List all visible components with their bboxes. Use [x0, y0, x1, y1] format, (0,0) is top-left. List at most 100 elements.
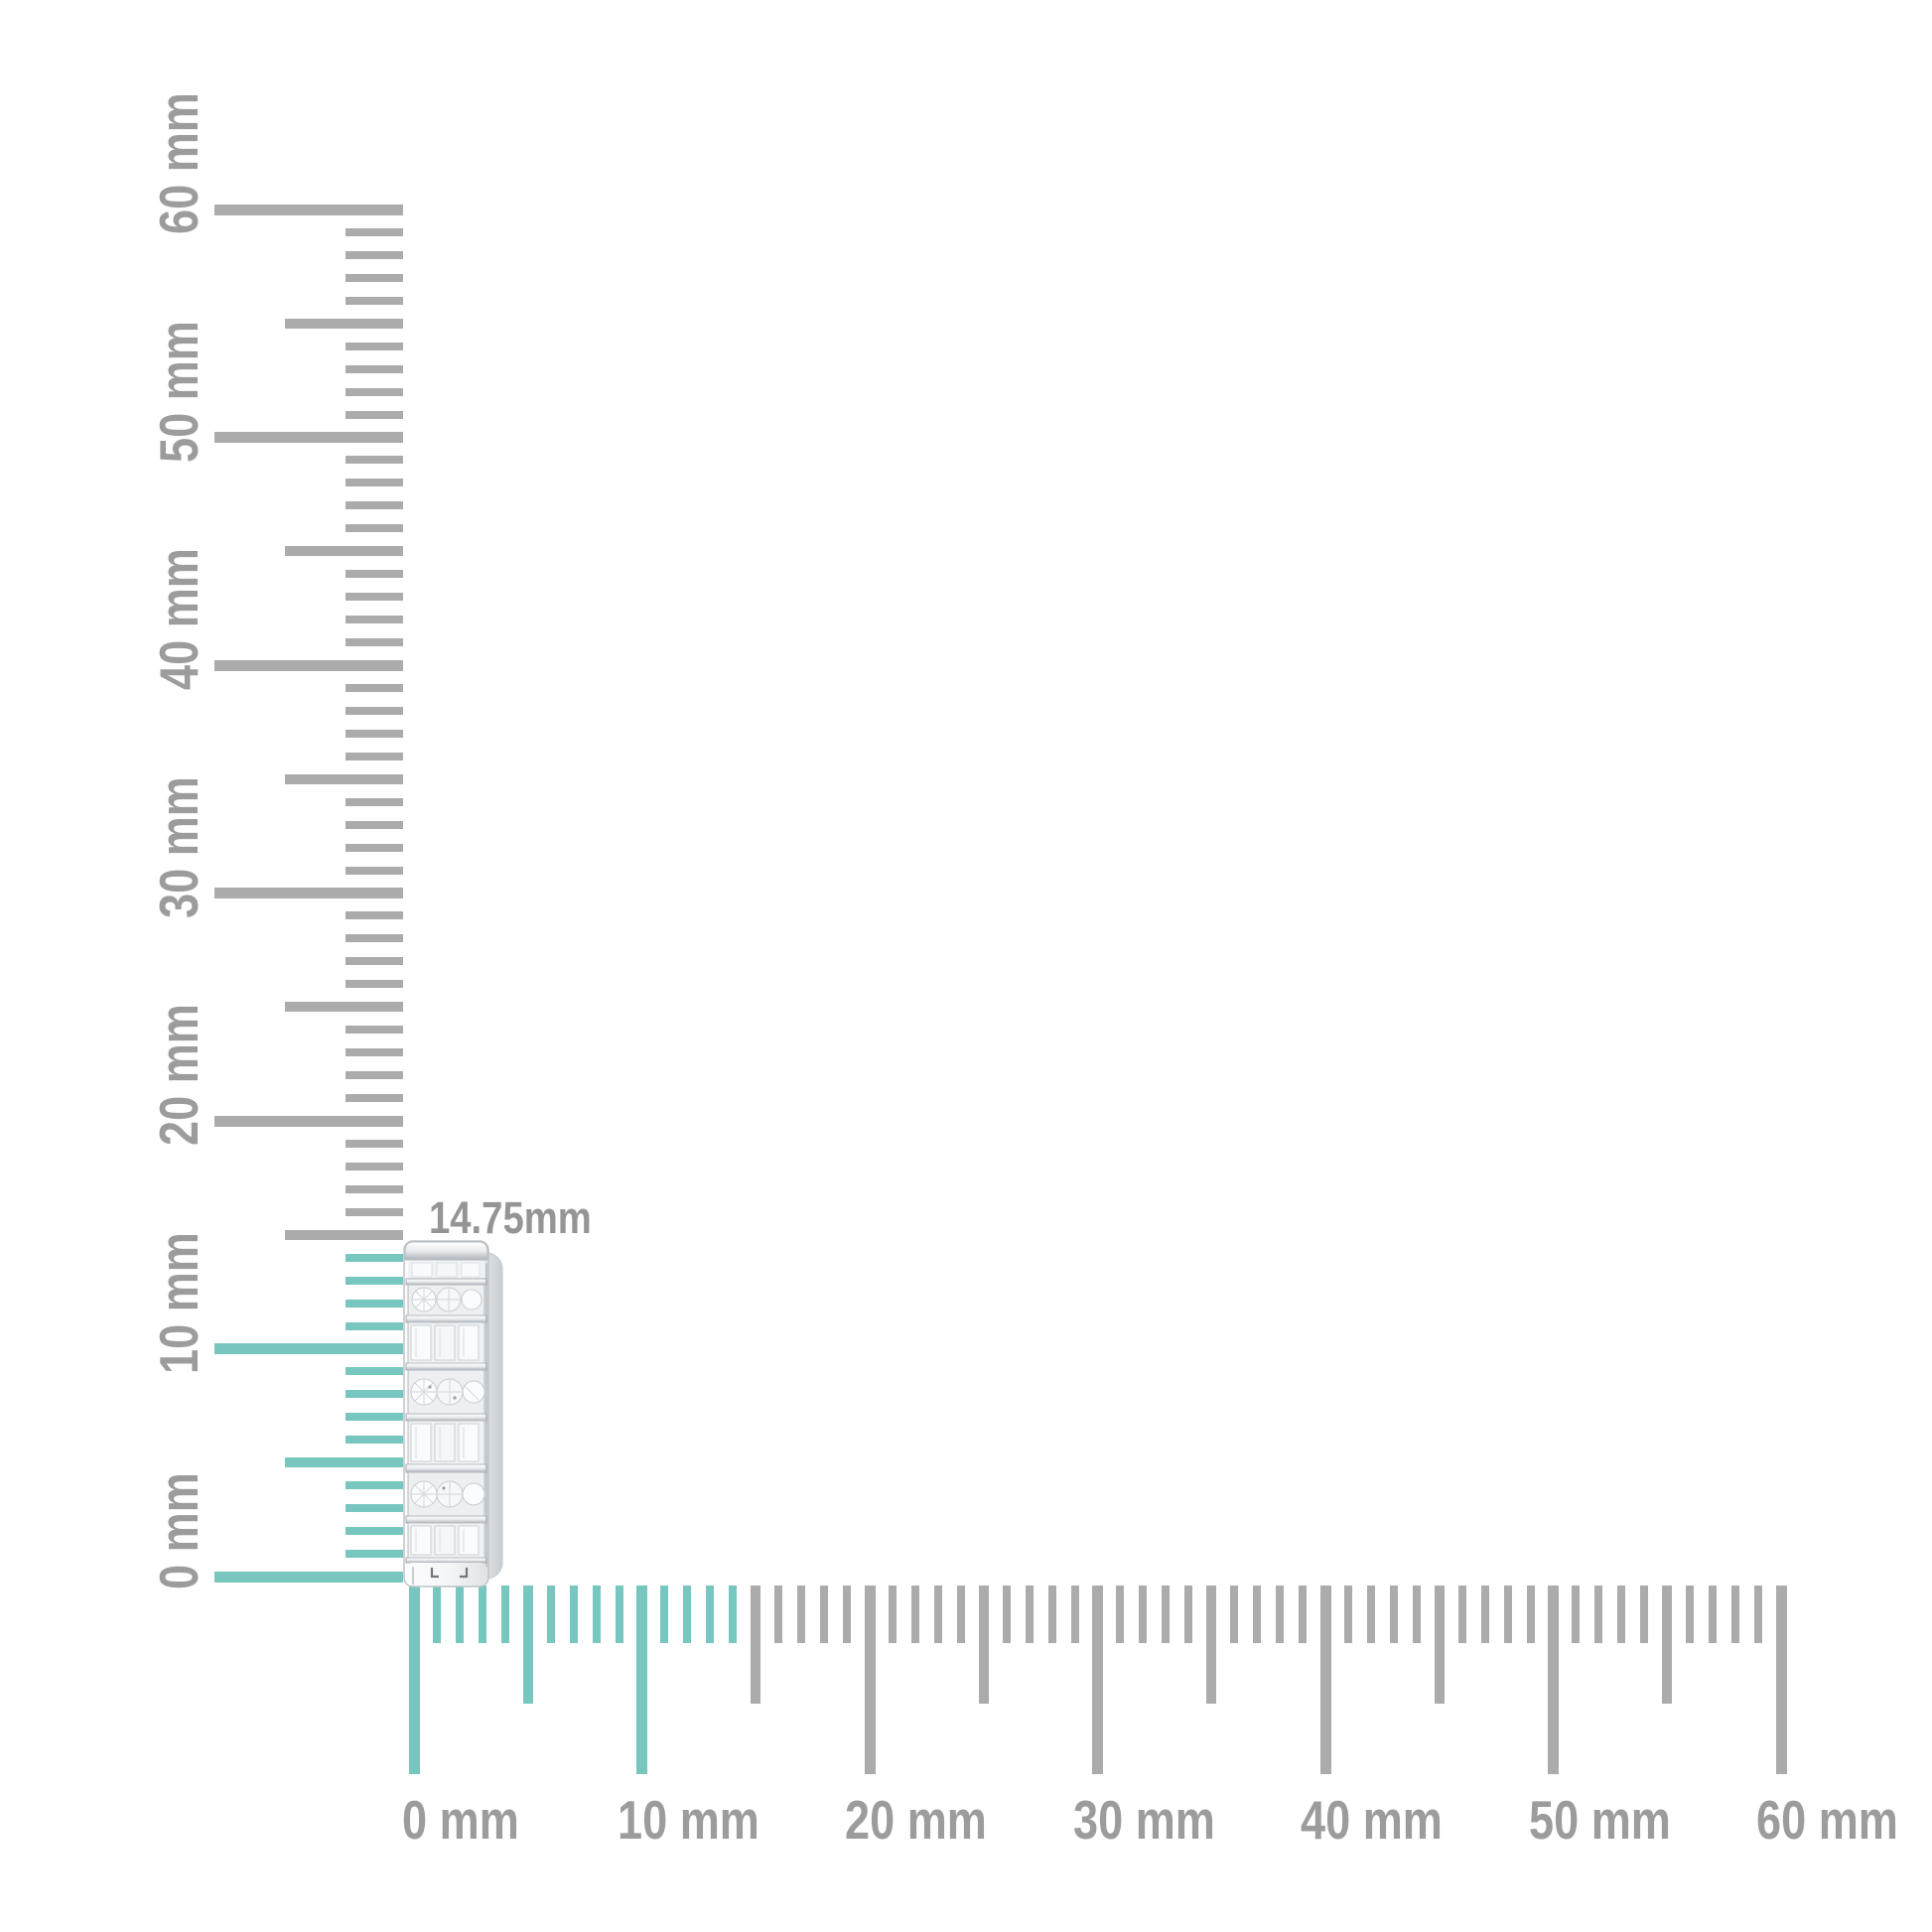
- horizontal-ruler-tick: [683, 1586, 692, 1643]
- earring-photo: [403, 1240, 503, 1587]
- horizontal-ruler-tick: [522, 1586, 533, 1704]
- baguette-diamond-sections: [407, 1321, 485, 1559]
- vertical-ruler-tick: [345, 1481, 403, 1490]
- vertical-ruler-tick: [285, 773, 403, 784]
- horizontal-ruler-tick: [546, 1586, 555, 1643]
- vertical-ruler-tick: [345, 1390, 403, 1399]
- vertical-ruler-tick: [345, 1207, 403, 1216]
- vertical-ruler-tick: [345, 1184, 403, 1193]
- horizontal-ruler-tick: [478, 1586, 486, 1643]
- horizontal-ruler-tick: [933, 1586, 942, 1643]
- horizontal-ruler-tick: [1754, 1586, 1763, 1643]
- horizontal-ruler-label: 60 mm: [1756, 1789, 1898, 1851]
- horizontal-ruler-label: 40 mm: [1301, 1789, 1443, 1851]
- vertical-ruler-tick: [285, 1002, 403, 1013]
- horizontal-ruler-tick: [1503, 1586, 1512, 1643]
- horizontal-ruler-tick: [751, 1586, 761, 1704]
- vertical-ruler-tick: [345, 797, 403, 806]
- vertical-ruler-tick: [345, 706, 403, 715]
- vertical-ruler-tick: [214, 1571, 403, 1583]
- horizontal-ruler-tick: [1594, 1586, 1603, 1643]
- horizontal-ruler-tick: [636, 1586, 647, 1774]
- horizontal-ruler-tick: [615, 1586, 623, 1643]
- vertical-ruler-tick: [345, 957, 403, 966]
- horizontal-ruler-label: 20 mm: [845, 1789, 987, 1851]
- vertical-ruler-tick: [345, 227, 403, 236]
- horizontal-ruler-tick: [1184, 1586, 1193, 1643]
- horizontal-ruler-tick: [1116, 1586, 1125, 1643]
- vertical-ruler-tick: [345, 911, 403, 920]
- vertical-ruler-tick: [345, 1276, 403, 1285]
- vertical-ruler-tick: [345, 570, 403, 579]
- vertical-ruler-label: 20 mm: [148, 1004, 209, 1146]
- horizontal-ruler-tick: [1253, 1586, 1262, 1643]
- horizontal-ruler-tick: [1526, 1586, 1535, 1643]
- vertical-ruler-tick: [345, 364, 403, 373]
- vertical-ruler-label: 10 mm: [148, 1231, 209, 1374]
- horizontal-ruler-tick: [455, 1586, 464, 1643]
- horizontal-ruler-tick: [1343, 1586, 1352, 1643]
- vertical-ruler-tick: [345, 752, 403, 760]
- dimension-label: 14.75mm: [429, 1192, 592, 1243]
- vertical-ruler-label: 0 mm: [148, 1471, 209, 1589]
- horizontal-ruler-tick: [660, 1586, 669, 1643]
- earring-clasp-base: [405, 1563, 487, 1586]
- horizontal-ruler-tick: [729, 1586, 738, 1643]
- horizontal-ruler-tick: [1092, 1586, 1103, 1774]
- horizontal-ruler-tick: [888, 1586, 897, 1643]
- horizontal-ruler-tick: [864, 1586, 876, 1774]
- vertical-ruler-label: 60 mm: [148, 92, 209, 234]
- horizontal-ruler-tick: [797, 1586, 806, 1643]
- horizontal-ruler-tick: [1775, 1586, 1787, 1774]
- horizontal-ruler-tick: [820, 1586, 829, 1643]
- horizontal-ruler-tick: [1366, 1586, 1375, 1643]
- vertical-ruler-tick: [345, 593, 403, 602]
- horizontal-ruler-tick: [1206, 1586, 1217, 1704]
- vertical-ruler-tick: [345, 1071, 403, 1080]
- vertical-ruler-tick: [345, 683, 403, 692]
- vertical-ruler-label: 50 mm: [148, 320, 209, 463]
- horizontal-ruler-tick: [843, 1586, 852, 1643]
- vertical-ruler-tick: [345, 387, 403, 396]
- horizontal-ruler-label: 0 mm: [401, 1789, 519, 1851]
- horizontal-ruler-tick: [978, 1586, 989, 1704]
- vertical-ruler-tick: [345, 638, 403, 647]
- vertical-ruler-tick: [214, 1343, 403, 1354]
- horizontal-ruler-tick: [1002, 1586, 1011, 1643]
- horizontal-ruler-tick: [956, 1586, 965, 1643]
- horizontal-ruler-tick: [1025, 1586, 1034, 1643]
- vertical-ruler-tick: [345, 820, 403, 829]
- vertical-ruler-tick: [345, 1299, 403, 1308]
- vertical-ruler-tick: [214, 432, 403, 443]
- horizontal-ruler-tick: [1686, 1586, 1695, 1643]
- horizontal-ruler-tick: [1162, 1586, 1171, 1643]
- horizontal-ruler-tick: [500, 1586, 509, 1643]
- vertical-ruler-tick: [214, 1115, 403, 1127]
- vertical-ruler-tick: [345, 250, 403, 259]
- vertical-ruler-tick: [345, 980, 403, 989]
- horizontal-ruler-tick: [1319, 1586, 1331, 1774]
- horizontal-ruler-tick: [1276, 1586, 1285, 1643]
- horizontal-ruler-tick: [1047, 1586, 1056, 1643]
- horizontal-ruler-tick: [774, 1586, 783, 1643]
- vertical-ruler-tick: [345, 1321, 403, 1330]
- horizontal-ruler-tick: [1617, 1586, 1626, 1643]
- vertical-ruler-tick: [214, 204, 403, 215]
- vertical-ruler-tick: [285, 1457, 403, 1468]
- vertical-ruler-tick: [345, 410, 403, 419]
- horizontal-ruler-tick: [1731, 1586, 1740, 1643]
- vertical-ruler-tick: [345, 273, 403, 282]
- vertical-ruler-tick: [345, 843, 403, 852]
- horizontal-ruler-tick: [1457, 1586, 1466, 1643]
- horizontal-ruler-tick: [1139, 1586, 1148, 1643]
- vertical-ruler-tick: [345, 1139, 403, 1148]
- vertical-ruler-tick: [285, 546, 403, 557]
- horizontal-ruler-label: 10 mm: [617, 1789, 759, 1851]
- horizontal-ruler-tick: [706, 1586, 715, 1643]
- vertical-ruler-tick: [345, 1367, 403, 1376]
- vertical-ruler-tick: [345, 296, 403, 305]
- horizontal-ruler-tick: [910, 1586, 919, 1643]
- vertical-ruler-tick: [345, 1253, 403, 1262]
- vertical-ruler-tick: [285, 1229, 403, 1240]
